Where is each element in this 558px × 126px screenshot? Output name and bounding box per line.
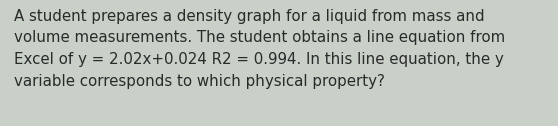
Text: A student prepares a density graph for a liquid from mass and
volume measurement: A student prepares a density graph for a…	[14, 9, 505, 89]
